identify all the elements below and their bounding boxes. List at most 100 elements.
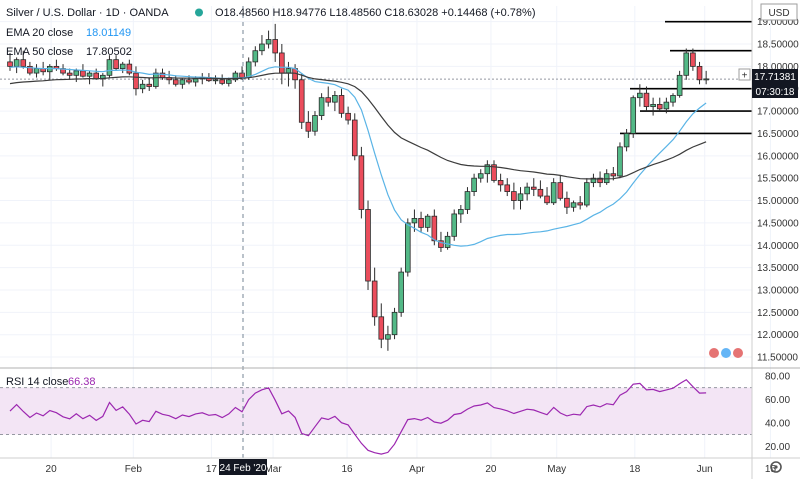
candle <box>623 128 630 152</box>
crosshair-date-badge <box>219 459 267 475</box>
candle <box>371 267 378 326</box>
candle-body <box>670 95 676 103</box>
candle-body <box>597 177 603 184</box>
candle-body <box>584 182 590 206</box>
price-tick-label: 17.00000 <box>757 107 799 118</box>
price-tick-label: 18.00000 <box>757 62 799 73</box>
candle-body <box>650 103 656 108</box>
settings-gear-icon[interactable] <box>770 461 782 473</box>
candle <box>438 231 444 252</box>
candle <box>325 86 332 107</box>
candle-body <box>351 119 358 157</box>
candle-body <box>577 202 583 206</box>
live-dot-icon <box>195 8 203 17</box>
candle <box>683 48 690 80</box>
candle <box>13 57 20 74</box>
candle-body <box>617 146 623 177</box>
add-alert-button[interactable] <box>738 68 751 81</box>
candle-body <box>312 115 318 132</box>
candle-body <box>225 79 232 84</box>
candle <box>537 180 544 199</box>
rsi-tick-label: 60.00 <box>765 395 790 406</box>
candle <box>259 35 265 56</box>
rsi-tick-label: 80.00 <box>765 371 790 382</box>
ohlc-readout: O18.48560 H18.94776 L18.48560 C18.63028 … <box>215 7 536 19</box>
currency-button[interactable] <box>760 3 798 21</box>
price-tick-label: 16.00000 <box>757 151 799 162</box>
rsi-band <box>0 387 752 436</box>
candle-body <box>497 180 504 186</box>
candle-body <box>345 112 351 121</box>
candle <box>119 61 126 74</box>
candle <box>7 52 13 71</box>
price-tick-label: 14.00000 <box>757 241 799 252</box>
candle <box>630 95 637 138</box>
candle <box>279 44 285 85</box>
price-tick-label: 13.00000 <box>757 285 799 296</box>
candle-body <box>637 92 643 99</box>
candle-body <box>418 218 424 228</box>
candle-body <box>451 213 458 237</box>
candle-body <box>511 191 517 201</box>
candle <box>351 113 358 161</box>
rsi-value: 66.38 <box>68 376 96 388</box>
candle-body <box>544 195 550 204</box>
time-tick-label: Feb <box>125 464 143 475</box>
price-tick-label: 13.50000 <box>757 263 799 274</box>
candle-body <box>564 197 570 208</box>
candle-body <box>272 39 278 54</box>
candle-body <box>683 52 690 76</box>
candle-body <box>219 79 225 84</box>
candle-body <box>265 39 272 45</box>
candle <box>139 79 146 94</box>
candle-body <box>517 193 524 201</box>
candle <box>603 169 610 185</box>
ema20-value: 18.01149 <box>86 27 131 39</box>
candle-body <box>656 103 663 110</box>
candle-body <box>73 70 80 76</box>
ema50-label: EMA 50 close <box>6 46 73 58</box>
candle <box>524 182 530 201</box>
candle <box>106 55 113 78</box>
countdown-badge <box>752 84 798 98</box>
time-tick-label: 15 <box>765 464 777 475</box>
candle <box>312 111 318 136</box>
candle-body <box>590 177 597 184</box>
candle-body <box>471 177 477 192</box>
candle-body <box>411 218 418 224</box>
candle-body <box>696 65 703 81</box>
candle <box>577 196 583 210</box>
price-tick-label: 16.50000 <box>757 129 799 140</box>
candle-body <box>610 173 617 177</box>
candle-body <box>358 155 365 210</box>
candle-body <box>66 72 73 76</box>
candle-body <box>663 101 670 110</box>
candle-body <box>20 59 27 67</box>
candle <box>517 187 524 210</box>
candle-body <box>298 79 305 123</box>
candle-body <box>153 72 159 87</box>
candle <box>584 178 590 208</box>
candle <box>703 70 709 85</box>
countdown-value: 07:30:18 <box>756 87 795 98</box>
candle-body <box>186 79 192 83</box>
candle-body <box>537 188 544 197</box>
candle <box>418 211 424 232</box>
candle-body <box>378 316 385 340</box>
candle <box>696 61 703 85</box>
rsi-tick-label: 40.00 <box>765 418 790 429</box>
rsi-tick-label: 20.00 <box>765 442 790 453</box>
candle <box>146 77 153 91</box>
last-price-value: 17.71381 <box>754 72 796 83</box>
candle <box>643 86 650 112</box>
candle-body <box>239 72 245 78</box>
price-tick-label: 11.50000 <box>757 353 798 364</box>
candle-body <box>477 173 484 179</box>
candle-body <box>643 92 650 108</box>
candle <box>676 70 683 98</box>
price-tick-label: 18.50000 <box>757 40 799 51</box>
events-flags-icon[interactable] <box>709 348 743 358</box>
candle <box>404 218 411 277</box>
candle-body <box>431 215 438 242</box>
candle-body <box>33 68 40 74</box>
